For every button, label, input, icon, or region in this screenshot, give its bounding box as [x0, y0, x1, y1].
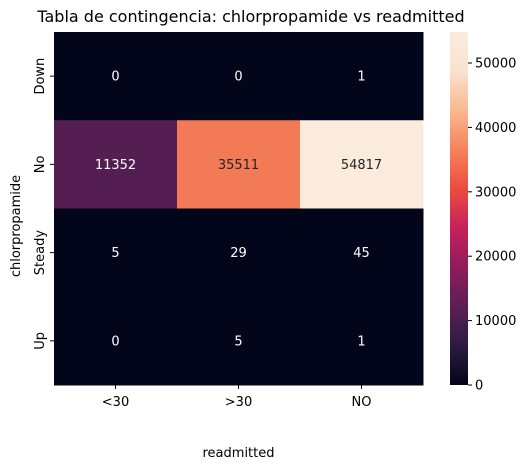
colorbar-tick-label: 0: [475, 379, 483, 394]
cell-value-label: 5: [234, 334, 242, 349]
colorbar: 0 10000 20000 30000 40000 50000: [450, 32, 516, 394]
heatmap-cell: [177, 296, 301, 386]
heatmap-cell: [54, 120, 178, 209]
heatmap-cell: [177, 32, 301, 121]
cell-value-label: 0: [234, 70, 242, 85]
cell-value-label: 0: [111, 70, 119, 85]
colorbar-tick-label: 40000: [475, 121, 516, 136]
heatmap-cell: [300, 32, 424, 121]
heatmap-cell: [300, 208, 424, 298]
cell-value-label: 5: [111, 246, 119, 261]
x-tick-label: NO: [352, 395, 372, 410]
y-tick-label: Steady: [33, 230, 48, 276]
chart-title: Tabla de contingencia: chlorpropamide vs…: [36, 7, 464, 26]
cell-value-label: 0: [111, 334, 119, 349]
x-axis-label: readmitted: [203, 446, 275, 461]
y-tick-label: Down: [33, 58, 48, 95]
colorbar-tick-label: 50000: [475, 57, 516, 72]
heatmap-cell: [54, 208, 178, 298]
cell-value-label: 35511: [218, 158, 259, 173]
cell-value-label: 1: [357, 70, 365, 85]
cell-value-label: 45: [353, 246, 370, 261]
cell-value-label: 29: [230, 246, 247, 261]
x-axis: <30 >30 NO: [102, 385, 372, 410]
heatmap-cells: 0 0 1 11352 35511 54817 5 29 45 0 5 1: [54, 32, 424, 386]
heatmap-cell: [300, 296, 424, 386]
colorbar-tick-label: 10000: [475, 314, 516, 329]
cell-value-label: 54817: [341, 158, 382, 173]
colorbar-gradient: [450, 32, 468, 385]
heatmap-cell: [54, 296, 178, 386]
cell-value-label: 11352: [95, 158, 136, 173]
cell-value-label: 1: [357, 334, 365, 349]
x-tick-label: <30: [102, 395, 129, 410]
heatmap-cell: [300, 120, 424, 209]
y-tick-label: No: [33, 155, 48, 173]
heatmap-cell: [54, 32, 178, 121]
y-axis: Down No Steady Up: [33, 58, 54, 350]
heatmap-cell: [177, 120, 301, 209]
y-axis-label: chlorpropamide: [9, 175, 24, 277]
colorbar-tick-label: 20000: [475, 250, 516, 265]
heatmap-cell: [177, 208, 301, 298]
y-tick-label: Up: [33, 332, 48, 350]
colorbar-tick-label: 30000: [475, 185, 516, 200]
x-tick-label: >30: [225, 395, 252, 410]
